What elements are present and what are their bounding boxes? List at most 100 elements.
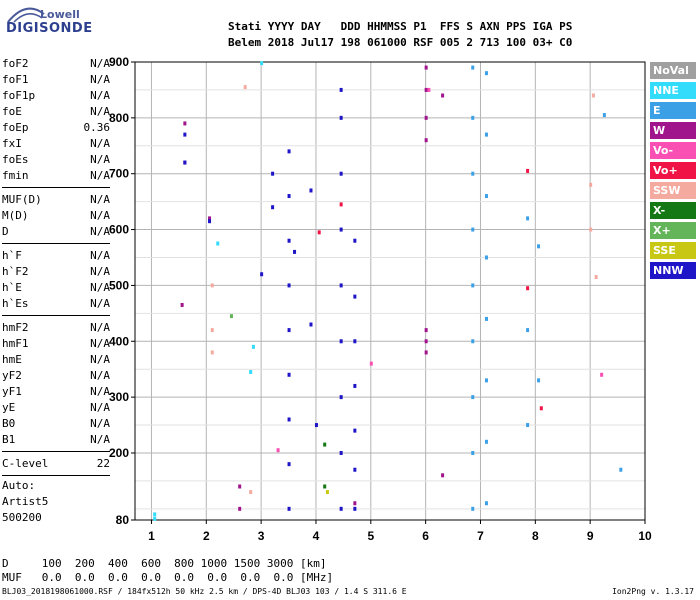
data-point-e [471,115,475,120]
param-label: foEp [2,121,29,134]
param-divider [2,315,110,316]
param-value: 0.36 [83,121,111,134]
data-point-e [526,216,530,221]
footer-file-info: BLJ03_2018198061000.RSF / 184fx512h 50 k… [2,587,407,596]
x-tick-label: 7 [477,529,484,543]
data-point-nnw [353,383,357,388]
logo-line2: DIGISONDE [6,21,93,36]
param-label: D [2,225,9,238]
auto-artist: Artist5 [2,495,49,508]
footer-version: Ion2Png v. 1.3.17 [612,587,694,596]
param-label: B0 [2,417,16,430]
data-point-xminus [323,484,327,489]
data-point-e [484,501,488,506]
x-tick-label: 1 [148,529,155,543]
x-tick-label: 6 [422,529,429,543]
data-point-nnw [339,115,343,120]
data-point-e [471,227,475,232]
data-point-nnw [353,467,357,472]
data-point-ssw [594,275,598,280]
data-point-voplus [526,168,530,173]
data-point-nnw [287,462,291,467]
data-point-nnw [183,132,187,137]
x-tick-label: 4 [313,529,320,543]
data-point-voplus [526,286,530,291]
param-row: hmE N/A [2,352,110,368]
param-divider [2,243,110,244]
data-point-nnw [287,194,291,199]
param-value: N/A [90,401,110,414]
legend-item-noval: NoVal [650,62,696,79]
legend: NoVal NNE E W Vo- Vo+ SSW X- X+ SSE NNW [650,62,696,282]
param-label: yE [2,401,16,414]
param-value: N/A [90,57,110,70]
param-value: N/A [90,209,110,222]
data-point-nne [153,516,157,521]
param-label: C-level [2,457,49,470]
param-value: N/A [90,153,110,166]
param-label: h`F [2,249,22,262]
y-tick-label: 700 [109,167,129,181]
data-point-w [441,93,445,98]
param-row: yF1 N/A [2,384,110,400]
data-point-w [441,473,445,478]
legend-item-xplus: X+ [650,222,696,239]
param-value: N/A [90,321,110,334]
x-tick-label: 10 [638,529,652,543]
param-label: M(D) [2,209,29,222]
x-tick-label: 8 [532,529,539,543]
data-point-voplus [317,230,321,235]
x-tick-label: 5 [367,529,374,543]
y-tick-label: 500 [109,278,129,292]
data-point-nnw [339,506,343,511]
data-point-e [602,113,606,118]
data-point-nnw [353,294,357,299]
data-point-nnw [339,450,343,455]
data-point-e [484,71,488,76]
param-divider [2,451,110,452]
y-tick-label: 800 [109,111,129,125]
param-row: M(D) N/A [2,208,110,224]
param-row: yE N/A [2,400,110,416]
param-value: N/A [90,297,110,310]
data-point-e [526,423,530,428]
param-row: h`F N/A [2,248,110,264]
param-value: N/A [90,265,110,278]
x-tick-label: 2 [203,529,210,543]
data-point-nnw [339,227,343,232]
param-row: foEs N/A [2,152,110,168]
data-point-vominus [276,448,280,453]
header-columns: Stati YYYY DAY DDD HHMMSS P1 FFS S AXN P… [228,20,573,33]
param-row: D N/A [2,224,110,240]
param-label: hmF1 [2,337,29,350]
data-point-w [424,350,428,355]
y-tick-label: 600 [109,223,129,237]
data-point-ssw [210,283,214,288]
data-point-nnw [339,339,343,344]
data-point-w [208,216,212,221]
data-point-e [471,171,475,176]
param-label: yF2 [2,369,22,382]
data-point-nnw [353,339,357,344]
data-point-e [537,244,541,249]
data-point-vominus [427,87,431,92]
data-point-nnw [353,506,357,511]
data-point-e [484,316,488,321]
data-point-w [238,506,242,511]
data-point-e [484,194,488,199]
auto-label: Auto: [2,479,36,492]
param-value: 22 [96,457,110,470]
data-point-e [471,65,475,70]
data-point-e [484,132,488,137]
data-point-nnw [271,205,275,210]
param-value: N/A [90,385,110,398]
data-point-e [537,378,541,383]
param-row: B0 N/A [2,416,110,432]
logo-arc-icon [7,7,45,23]
scaled-parameters-list: foF2 N/A foF1 N/A foF1p N/A foE N/A foEp 0.36 fxI N… [2,56,110,480]
data-point-nnw [339,283,343,288]
legend-item-w: W [650,122,696,139]
plot-frame [134,61,646,521]
data-point-nnw [287,238,291,243]
param-row: h`E N/A [2,280,110,296]
